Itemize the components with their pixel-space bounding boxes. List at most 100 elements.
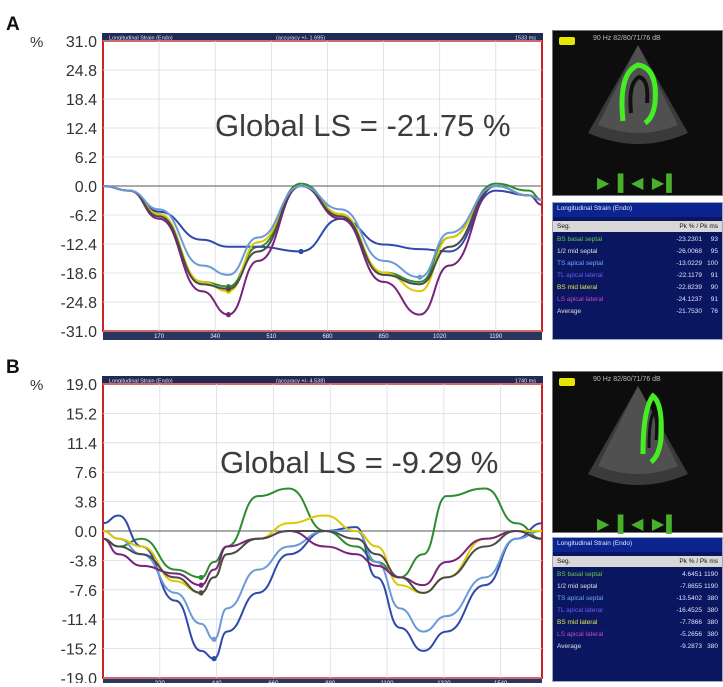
echo-sector-image [588,386,688,485]
x-tick-label: 340 [210,334,221,340]
x-axis-strip [103,679,542,683]
row-value: -5.2656 [679,631,702,638]
table-title: Longitudinal Strain (Endo) [553,538,722,552]
series-line-6 [102,529,543,594]
row-peak-time: 380 [707,607,718,614]
y-tick-label: 24.8 [66,63,97,80]
row-peak-time: 91 [710,296,718,303]
chart-header-bar [102,33,543,41]
chart-header-right: 1740 ms [515,379,536,385]
row-peak-time: 100 [707,260,718,267]
table-row: BS mid lateral -7.7866 380 [553,617,722,629]
row-value: -9.2873 [679,643,702,650]
viewer-badge-icon [559,37,575,45]
peak-marker [225,286,232,292]
row-peak-time: 91 [710,272,718,279]
row-value: -23.2301 [676,236,702,243]
x-tick-label: 510 [266,334,277,340]
row-value: -7.8655 [679,583,702,590]
table-row: 1/2 mid septal -26.0068 95 [553,246,722,258]
chart-header-middle: (accuracy +/- 1.695) [276,36,325,42]
row-label: TL apical lateral [557,607,603,614]
x-tick-label: 880 [325,681,336,683]
row-peak-time: 76 [710,308,718,315]
row-value: -22.8239 [676,284,702,291]
row-value: -13.0229 [676,260,702,267]
y-tick-label: -7.6 [69,583,97,600]
panel-b: B Longitudinal Strain (Endo) (accuracy +/… [0,343,723,683]
row-label: Average [557,308,582,315]
table-row: Average -21.7530 76 [553,306,722,318]
row-value: -22.1179 [676,272,702,279]
series-line-3 [102,530,543,641]
x-tick-label: 660 [268,681,279,683]
y-tick-label: 11.4 [67,436,97,453]
x-tick-label: 170 [154,334,165,340]
y-tick-label: -18.6 [61,266,98,283]
x-tick-label: 1020 [433,334,447,340]
row-peak-time: 380 [707,595,718,602]
row-label: TS apical septal [557,595,604,602]
playback-controls[interactable]: ▶ ▌◀ ▶▌ [597,516,680,533]
table-row: BS mid lateral -22.8239 90 [553,282,722,294]
table-title: Longitudinal Strain (Endo) [553,203,722,217]
y-tick-label: 15.2 [66,406,97,423]
table-header: Seg. Pk % / Pk ms [553,556,722,567]
playback-controls[interactable]: ▶ ▌◀ ▶▌ [597,175,680,192]
chart-header-middle: (accuracy +/- 4.538) [276,379,325,385]
table-row: LS apical lateral -24.1237 91 [553,294,722,306]
peak-marker [225,312,232,318]
y-tick-label: -31.0 [61,324,98,340]
row-label: LS apical lateral [557,296,604,303]
series-line-2 [102,514,543,660]
table-header-peak: Pk % / Pk ms [679,558,718,565]
x-tick-label: 680 [322,334,333,340]
series-line-5 [102,529,543,587]
y-tick-label: -15.2 [61,642,98,659]
y-tick-label: 12.4 [66,121,97,138]
y-tick-label: -11.4 [62,612,97,629]
row-peak-time: 93 [710,236,718,243]
row-peak-time: 95 [710,248,718,255]
x-axis-strip [103,332,542,340]
y-tick-label: -19.0 [61,671,98,683]
table-rows: BS basal septal 4.6451 1190 1/2 mid septal -… [553,569,722,653]
x-tick-label: 850 [379,334,390,340]
row-label: TL apical lateral [557,272,603,279]
chart-header-left: Longitudinal Strain (Endo) [109,379,173,385]
row-value: 4.6451 [682,571,702,578]
table-row: BS basal septal -23.2301 93 [553,234,722,246]
strain-chart-b: Longitudinal Strain (Endo) (accuracy +/- … [30,376,543,683]
y-tick-label: 31.0 [66,34,97,51]
peak-marker [211,636,217,642]
peak-marker [211,656,217,662]
echo-viewer: 90 Hz 82/80/71/76 dB ▶ ▌◀ ▶▌ [552,371,723,533]
y-unit-label: % [30,377,43,394]
y-tick-label: 19.0 [66,377,97,394]
row-value: -13.5402 [676,595,702,602]
series-line-5 [102,184,543,290]
table-row: TL apical lateral -16.4525 380 [553,605,722,617]
table-header-seg: Seg. [557,558,571,565]
strain-table: Longitudinal Strain (Endo) Seg. Pk % / P… [552,537,723,682]
row-peak-time: 90 [710,284,718,291]
y-tick-label: 6.2 [75,150,97,167]
global-ls-label: Global LS = -9.29 % [220,445,499,480]
y-tick-label: 3.8 [75,495,97,512]
echo-sector-image [588,45,688,144]
row-label: LS apical lateral [557,631,604,638]
row-label: BS mid lateral [557,619,598,626]
table-row: TS apical septal -13.0229 100 [553,258,722,270]
row-peak-time: 1190 [704,571,718,578]
echo-viewer: 90 Hz 82/80/71/76 dB ▶ ▌◀ ▶▌ [552,30,723,196]
table-row: TS apical septal -13.5402 380 [553,593,722,605]
row-peak-time: 380 [707,619,718,626]
row-value: -26.0068 [676,248,702,255]
row-label: TS apical septal [557,260,604,267]
row-peak-time: 1190 [704,583,718,590]
row-label: 1/2 mid septal [557,583,598,590]
y-tick-label: 18.4 [66,92,97,109]
strain-chart-a: Longitudinal Strain (Endo) (accuracy +/- … [30,33,543,340]
chart-header-bar [102,376,543,384]
series-line-1 [102,487,543,579]
